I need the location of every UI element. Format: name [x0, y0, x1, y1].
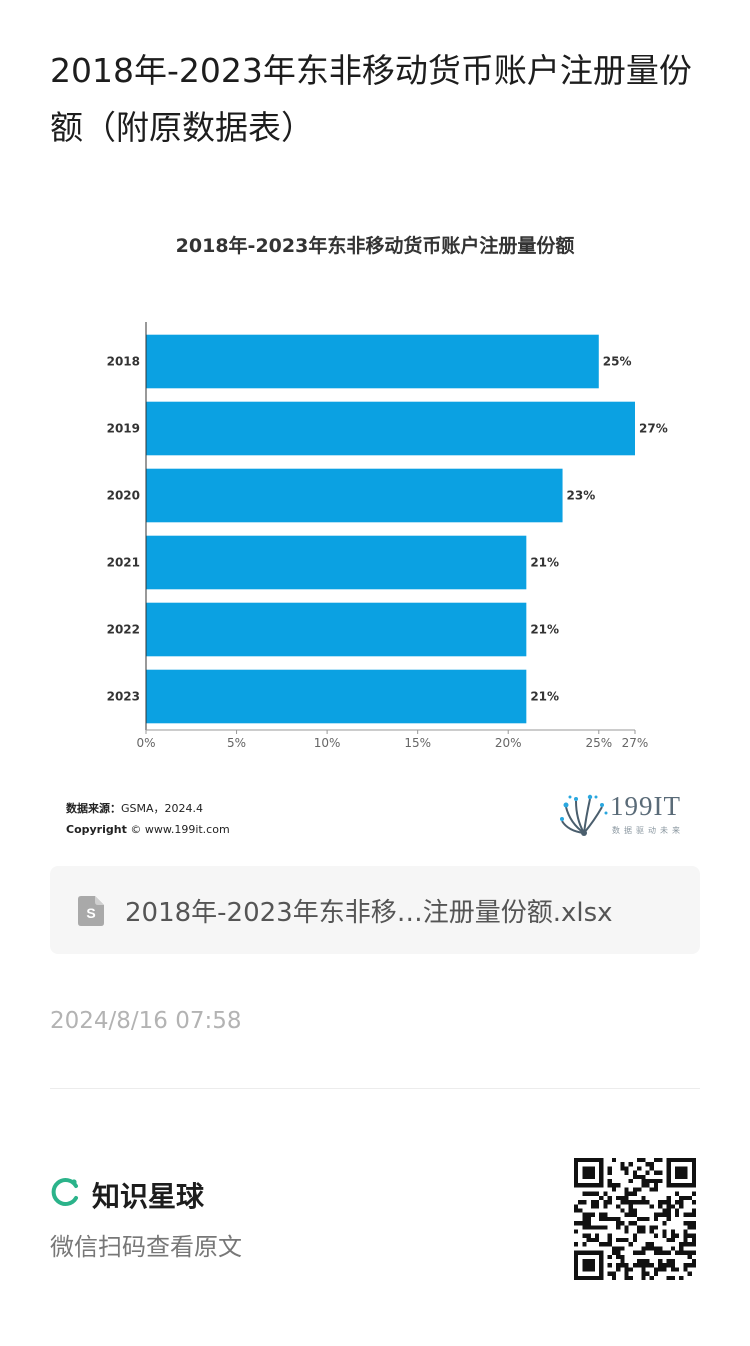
bar-2021	[146, 535, 527, 590]
copyright-value: © www.199it.com	[130, 823, 230, 836]
data-label-2018: 25%	[603, 355, 632, 369]
x-tick-label: 15%	[404, 736, 431, 750]
bar-2023	[146, 669, 527, 724]
x-tick-label: 0%	[136, 736, 155, 750]
chart-card: 2018年-2023年东非移动货币账户注册量份额 2018 25% 2019 27% 2…	[48, 200, 702, 855]
bar-2018	[146, 334, 599, 389]
spreadsheet-file-icon: S	[78, 896, 104, 926]
x-tick-label: 5%	[227, 736, 246, 750]
x-tick-label: 25%	[585, 736, 612, 750]
attachment-card[interactable]: S 2018年-2023年东非移…注册量份额.xlsx	[50, 866, 700, 954]
category-label-2021: 2021	[107, 556, 140, 570]
post-timestamp: 2024/8/16 07:58	[50, 1008, 242, 1034]
source-value: GSMA，2024.4	[121, 802, 204, 815]
qr-code-icon[interactable]	[574, 1158, 696, 1280]
post-title: 2018年-2023年东非移动货币账户注册量份额（附原数据表）	[50, 51, 692, 147]
logo-mark-icon	[560, 794, 608, 836]
category-label-2018: 2018	[107, 355, 140, 369]
logo-tagline: 数据驱动未来	[612, 826, 684, 835]
svg-text:S: S	[86, 905, 95, 921]
brand-name: 知识星球	[92, 1180, 205, 1213]
bar-chart: 2018年-2023年东非移动货币账户注册量份额 2018 25% 2019 27% 2…	[107, 234, 668, 750]
zsxq-logo-icon	[51, 1178, 78, 1206]
data-label-2021: 21%	[530, 556, 559, 570]
category-label-2019: 2019	[107, 422, 140, 436]
data-label-2019: 27%	[639, 422, 668, 436]
logo-wordmark: 199IT	[610, 791, 681, 821]
category-label-2020: 2020	[107, 489, 140, 503]
category-label-2022: 2022	[107, 623, 140, 637]
source-label: 数据来源：	[66, 802, 121, 815]
chart-title: 2018年-2023年东非移动货币账户注册量份额	[176, 234, 575, 257]
x-tick-label: 27%	[622, 736, 649, 750]
divider	[50, 1088, 700, 1089]
attachment-filename: 2018年-2023年东非移…注册量份额.xlsx	[125, 898, 613, 928]
x-tick-label: 20%	[495, 736, 522, 750]
x-tick-label: 10%	[314, 736, 341, 750]
bar-2022	[146, 602, 527, 657]
category-label-2023: 2023	[107, 690, 140, 704]
data-label-2020: 23%	[567, 489, 596, 503]
bar-2020	[146, 468, 563, 523]
copyright-label: Copyright	[66, 823, 127, 836]
data-label-2022: 21%	[530, 623, 559, 637]
scan-hint: 微信扫码查看原文	[50, 1233, 242, 1261]
bar-2019	[146, 401, 635, 456]
site-logo: 199IT 数据驱动未来	[560, 791, 700, 839]
data-source: 数据来源：GSMA，2024.4 Copyright © www.199it.c…	[66, 798, 230, 840]
data-label-2023: 21%	[530, 690, 559, 704]
